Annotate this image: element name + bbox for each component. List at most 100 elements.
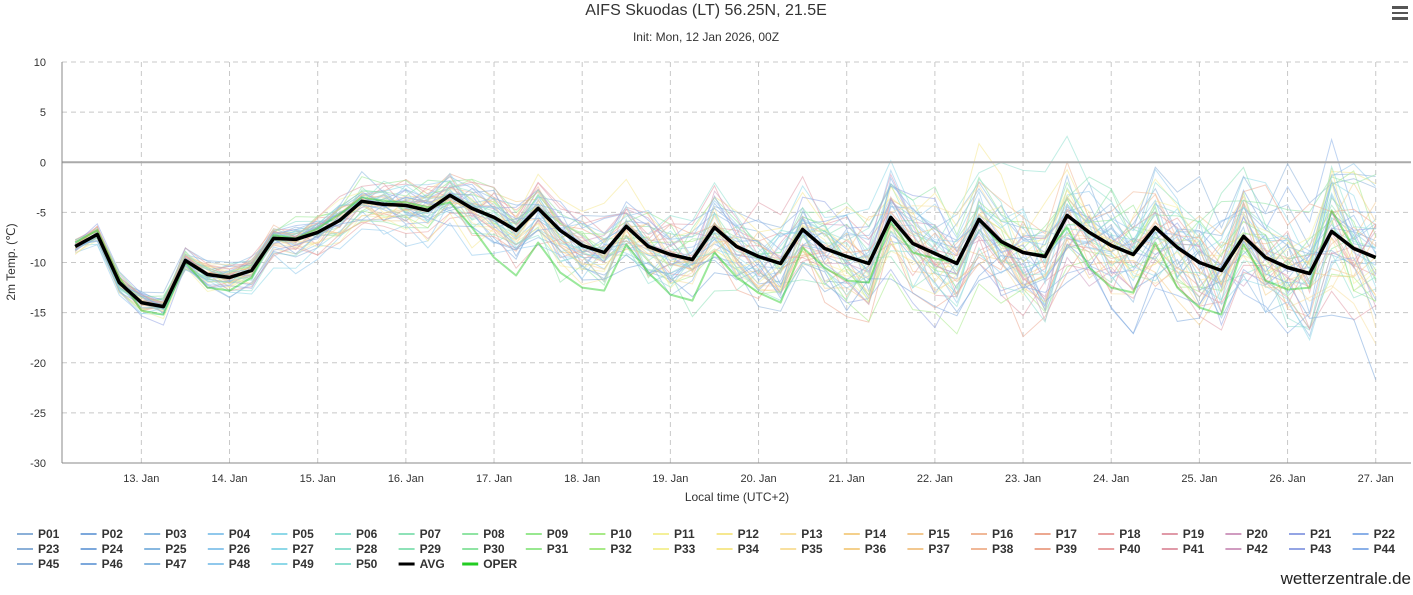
legend-item-p07[interactable]: P07 [398,527,442,541]
legend-label: P41 [1183,542,1205,556]
legend-item-p42[interactable]: P42 [1225,542,1268,556]
legend-item-avg[interactable]: AVG [398,557,445,571]
legend-item-p11[interactable]: P11 [653,527,695,541]
legend-item-p47[interactable]: P47 [144,557,187,571]
x-tick-label: 24. Jan [1093,473,1129,485]
legend-item-p25[interactable]: P25 [144,542,187,556]
legend-label: P25 [165,542,187,556]
legend-item-oper[interactable]: OPER [462,557,518,571]
legend-label: P27 [292,542,314,556]
legend-item-p31[interactable]: P31 [525,542,569,556]
legend-item-p03[interactable]: P03 [144,527,187,541]
legend-item-p49[interactable]: P49 [271,557,314,571]
x-tick-label: 20. Jan [740,473,776,485]
legend-label: P30 [483,542,505,556]
legend-label: P38 [992,542,1014,556]
legend-item-p24[interactable]: P24 [80,542,124,556]
x-tick-label: 23. Jan [1005,473,1041,485]
x-tick-label: 27. Jan [1358,473,1394,485]
legend-label: P24 [102,542,124,556]
y-tick-label: -20 [30,358,46,370]
series-line-p06 [75,135,1376,328]
legend-label: P28 [356,542,378,556]
legend[interactable]: P01 P02 P03 P04 P05 P06 P07 P08 P09 P10 P11 P12 P13 P… [17,527,1395,571]
legend-item-p43[interactable]: P43 [1289,542,1332,556]
legend-label: P29 [420,542,442,556]
legend-item-p37[interactable]: P37 [907,542,950,556]
legend-item-p04[interactable]: P04 [207,527,251,541]
y-tick-label: -5 [36,207,46,219]
legend-label: P37 [928,542,950,556]
legend-label: P19 [1183,527,1205,541]
x-tick-label: 19. Jan [652,473,688,485]
legend-item-p41[interactable]: P41 [1161,542,1205,556]
series-line-p41 [74,175,1376,330]
legend-label: P22 [1374,527,1396,541]
legend-label: AVG [420,557,445,571]
legend-item-p13[interactable]: P13 [780,527,823,541]
legend-label: P16 [992,527,1014,541]
legend-label: P45 [38,557,60,571]
legend-item-p45[interactable]: P45 [17,557,60,571]
legend-item-p50[interactable]: P50 [335,557,378,571]
hamburger-menu-icon[interactable] [1390,3,1410,23]
legend-item-p21[interactable]: P21 [1289,527,1332,541]
legend-item-p38[interactable]: P38 [971,542,1014,556]
legend-label: P23 [38,542,60,556]
main-series-group [74,193,1377,316]
y-tick-label: -25 [30,408,46,420]
legend-item-p18[interactable]: P18 [1098,527,1141,541]
legend-item-p26[interactable]: P26 [207,542,251,556]
legend-item-p12[interactable]: P12 [716,527,760,541]
legend-item-p14[interactable]: P14 [843,527,887,541]
legend-item-p10[interactable]: P10 [589,527,632,541]
legend-item-p20[interactable]: P20 [1225,527,1268,541]
legend-item-p36[interactable]: P36 [843,542,887,556]
legend-item-p33[interactable]: P33 [653,542,696,556]
y-tick-labels: 10 5 0 -5 -10 -15 -20 -25 -30 [30,57,46,470]
legend-label: P03 [165,527,187,541]
legend-item-p48[interactable]: P48 [207,557,251,571]
legend-label: P06 [356,527,378,541]
legend-item-p34[interactable]: P34 [716,542,760,556]
legend-item-p32[interactable]: P32 [589,542,632,556]
legend-item-p27[interactable]: P27 [271,542,314,556]
x-axis-title: Local time (UTC+2) [685,490,789,504]
legend-item-p01[interactable]: P01 [17,527,60,541]
legend-item-p05[interactable]: P05 [271,527,314,541]
legend-label: OPER [483,557,517,571]
legend-item-p44[interactable]: P44 [1352,542,1396,556]
legend-item-p02[interactable]: P02 [80,527,124,541]
legend-item-p30[interactable]: P30 [462,542,505,556]
x-tick-label: 26. Jan [1270,473,1306,485]
legend-label: P33 [674,542,696,556]
legend-label: P34 [738,542,760,556]
x-tick-label: 13. Jan [123,473,159,485]
legend-item-p35[interactable]: P35 [780,542,823,556]
y-tick-label: 10 [34,57,46,69]
legend-item-p16[interactable]: P16 [971,527,1014,541]
legend-item-p23[interactable]: P23 [17,542,60,556]
legend-item-p08[interactable]: P08 [462,527,505,541]
y-tick-label: 0 [40,157,46,169]
legend-item-p19[interactable]: P19 [1161,527,1205,541]
legend-item-p15[interactable]: P15 [907,527,950,541]
legend-label: P15 [928,527,950,541]
legend-item-p17[interactable]: P17 [1034,527,1078,541]
legend-item-p06[interactable]: P06 [335,527,378,541]
series-line-p45 [74,196,1377,316]
x-tick-labels: 13. Jan 14. Jan 15. Jan 16. Jan 17. Jan 18. J… [123,473,1393,485]
legend-item-p28[interactable]: P28 [335,542,378,556]
legend-item-p46[interactable]: P46 [80,557,124,571]
x-tick-label: 15. Jan [300,473,336,485]
legend-label: P46 [102,557,124,571]
legend-label: P35 [801,542,823,556]
legend-label: P12 [738,527,760,541]
legend-item-p39[interactable]: P39 [1034,542,1078,556]
legend-item-p29[interactable]: P29 [398,542,442,556]
legend-item-p09[interactable]: P09 [525,527,569,541]
legend-label: P04 [229,527,251,541]
legend-item-p22[interactable]: P22 [1352,527,1396,541]
legend-item-p40[interactable]: P40 [1098,542,1141,556]
